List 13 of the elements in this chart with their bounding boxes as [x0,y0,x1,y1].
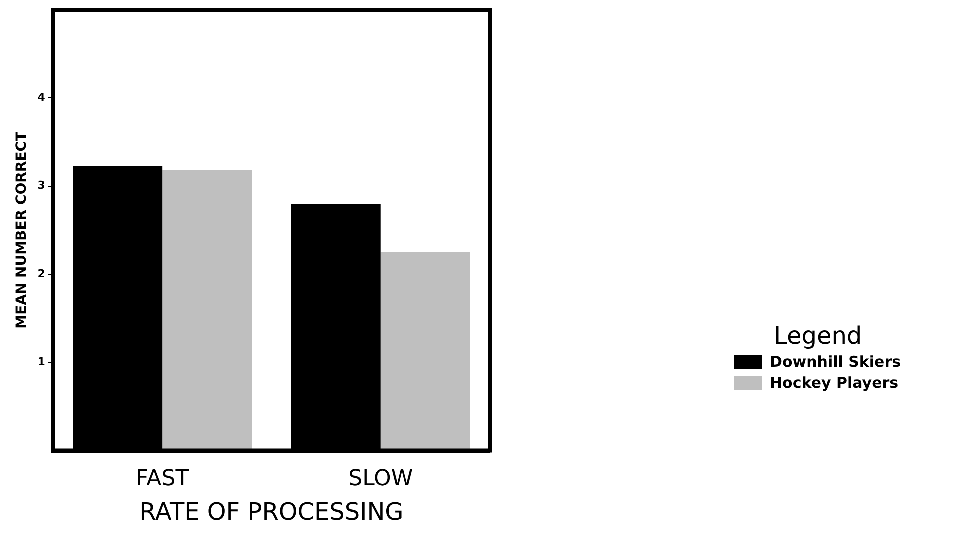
y-tick-label: 4 [38,91,46,104]
legend-title: Legend [774,322,864,350]
x-tick-label: FAST [136,466,190,492]
legend-label: Hockey Players [770,374,899,392]
legend-label: Downhill Skiers [770,353,902,371]
bar [162,170,252,451]
y-tick-label: 1 [38,356,46,368]
y-axis-title: MEAN NUMBER CORRECT [14,131,30,329]
y-tick-label: 3 [38,179,46,192]
y-tick-label: 2 [38,267,46,280]
bar [380,252,470,451]
x-tick-label: SLOW [348,466,414,492]
x-axis-title: RATE OF PROCESSING [140,498,404,526]
